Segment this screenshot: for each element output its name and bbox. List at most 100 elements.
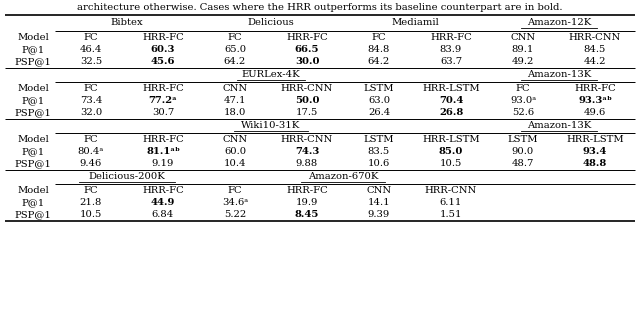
Text: HRR-FC: HRR-FC (430, 33, 472, 42)
Text: FC: FC (228, 186, 243, 195)
Text: 17.5: 17.5 (296, 108, 318, 117)
Text: 10.5: 10.5 (440, 159, 462, 168)
Text: 9.46: 9.46 (80, 159, 102, 168)
Text: HRR-LSTM: HRR-LSTM (422, 135, 480, 144)
Text: 48.8: 48.8 (583, 159, 607, 168)
Text: 30.0: 30.0 (295, 57, 319, 66)
Text: Delicious: Delicious (248, 18, 294, 27)
Text: HRR-FC: HRR-FC (286, 186, 328, 195)
Text: Amazon-13K: Amazon-13K (527, 70, 591, 79)
Text: 19.9: 19.9 (296, 198, 318, 207)
Text: 93.0ᵃ: 93.0ᵃ (510, 96, 536, 105)
Text: 8.45: 8.45 (295, 210, 319, 219)
Text: HRR-CNN: HRR-CNN (425, 186, 477, 195)
Text: P@1: P@1 (21, 147, 45, 156)
Text: 73.4: 73.4 (80, 96, 102, 105)
Text: FC: FC (516, 84, 531, 93)
Text: HRR-FC: HRR-FC (142, 135, 184, 144)
Text: 93.4: 93.4 (583, 147, 607, 156)
Text: 14.1: 14.1 (368, 198, 390, 207)
Text: Model: Model (17, 186, 49, 195)
Text: P@1: P@1 (21, 96, 45, 105)
Text: 80.4ᵃ: 80.4ᵃ (78, 147, 104, 156)
Text: CNN: CNN (223, 135, 248, 144)
Text: HRR-CNN: HRR-CNN (281, 135, 333, 144)
Text: CNN: CNN (223, 84, 248, 93)
Text: FC: FC (84, 186, 99, 195)
Text: 93.3ᵃᵇ: 93.3ᵃᵇ (578, 96, 612, 105)
Text: 52.6: 52.6 (512, 108, 534, 117)
Text: 9.88: 9.88 (296, 159, 318, 168)
Text: 18.0: 18.0 (224, 108, 246, 117)
Text: FC: FC (84, 84, 99, 93)
Text: 90.0: 90.0 (512, 147, 534, 156)
Text: PSP@1: PSP@1 (15, 210, 51, 219)
Text: 30.7: 30.7 (152, 108, 174, 117)
Text: Model: Model (17, 84, 49, 93)
Text: 45.6: 45.6 (151, 57, 175, 66)
Text: 70.4: 70.4 (439, 96, 463, 105)
Text: 66.5: 66.5 (295, 45, 319, 54)
Text: 63.0: 63.0 (368, 96, 390, 105)
Text: FC: FC (84, 135, 99, 144)
Text: 10.5: 10.5 (80, 210, 102, 219)
Text: P@1: P@1 (21, 198, 45, 207)
Text: 5.22: 5.22 (224, 210, 246, 219)
Text: LSTM: LSTM (364, 135, 394, 144)
Text: 74.3: 74.3 (295, 147, 319, 156)
Text: Model: Model (17, 135, 49, 144)
Text: 26.8: 26.8 (439, 108, 463, 117)
Text: 81.1ᵃᵇ: 81.1ᵃᵇ (146, 147, 180, 156)
Text: 6.11: 6.11 (440, 198, 462, 207)
Text: EURLex-4K: EURLex-4K (242, 70, 300, 79)
Text: CNN: CNN (511, 33, 536, 42)
Text: 63.7: 63.7 (440, 57, 462, 66)
Text: 64.2: 64.2 (368, 57, 390, 66)
Text: 84.8: 84.8 (368, 45, 390, 54)
Text: 48.7: 48.7 (512, 159, 534, 168)
Text: HRR-CNN: HRR-CNN (281, 84, 333, 93)
Text: 60.0: 60.0 (224, 147, 246, 156)
Text: 65.0: 65.0 (224, 45, 246, 54)
Text: HRR-FC: HRR-FC (142, 84, 184, 93)
Text: 6.84: 6.84 (152, 210, 174, 219)
Text: 83.9: 83.9 (440, 45, 462, 54)
Text: HRR-CNN: HRR-CNN (569, 33, 621, 42)
Text: LSTM: LSTM (364, 84, 394, 93)
Text: HRR-FC: HRR-FC (142, 186, 184, 195)
Text: architecture otherwise. Cases where the HRR outperforms its baseline counterpart: architecture otherwise. Cases where the … (77, 3, 563, 12)
Text: 60.3: 60.3 (151, 45, 175, 54)
Text: 49.2: 49.2 (512, 57, 534, 66)
Text: 32.5: 32.5 (80, 57, 102, 66)
Text: LSTM: LSTM (508, 135, 538, 144)
Text: PSP@1: PSP@1 (15, 159, 51, 168)
Text: HRR-FC: HRR-FC (286, 33, 328, 42)
Text: 26.4: 26.4 (368, 108, 390, 117)
Text: 46.4: 46.4 (80, 45, 102, 54)
Text: 83.5: 83.5 (368, 147, 390, 156)
Text: Mediamil: Mediamil (391, 18, 439, 27)
Text: FC: FC (84, 33, 99, 42)
Text: 84.5: 84.5 (584, 45, 606, 54)
Text: Amazon-13K: Amazon-13K (527, 121, 591, 130)
Text: 10.6: 10.6 (368, 159, 390, 168)
Text: 50.0: 50.0 (295, 96, 319, 105)
Text: P@1: P@1 (21, 45, 45, 54)
Text: HRR-LSTM: HRR-LSTM (422, 84, 480, 93)
Text: 9.39: 9.39 (368, 210, 390, 219)
Text: Wiki10-31K: Wiki10-31K (241, 121, 301, 130)
Text: Bibtex: Bibtex (111, 18, 143, 27)
Text: 77.2ᵃ: 77.2ᵃ (148, 96, 177, 105)
Text: 85.0: 85.0 (439, 147, 463, 156)
Text: 34.6ᵃ: 34.6ᵃ (222, 198, 248, 207)
Text: Delicious-200K: Delicious-200K (88, 172, 165, 181)
Text: FC: FC (228, 33, 243, 42)
Text: 21.8: 21.8 (80, 198, 102, 207)
Text: 44.9: 44.9 (151, 198, 175, 207)
Text: HRR-LSTM: HRR-LSTM (566, 135, 624, 144)
Text: PSP@1: PSP@1 (15, 108, 51, 117)
Text: 47.1: 47.1 (224, 96, 246, 105)
Text: PSP@1: PSP@1 (15, 57, 51, 66)
Text: 9.19: 9.19 (152, 159, 174, 168)
Text: 44.2: 44.2 (584, 57, 606, 66)
